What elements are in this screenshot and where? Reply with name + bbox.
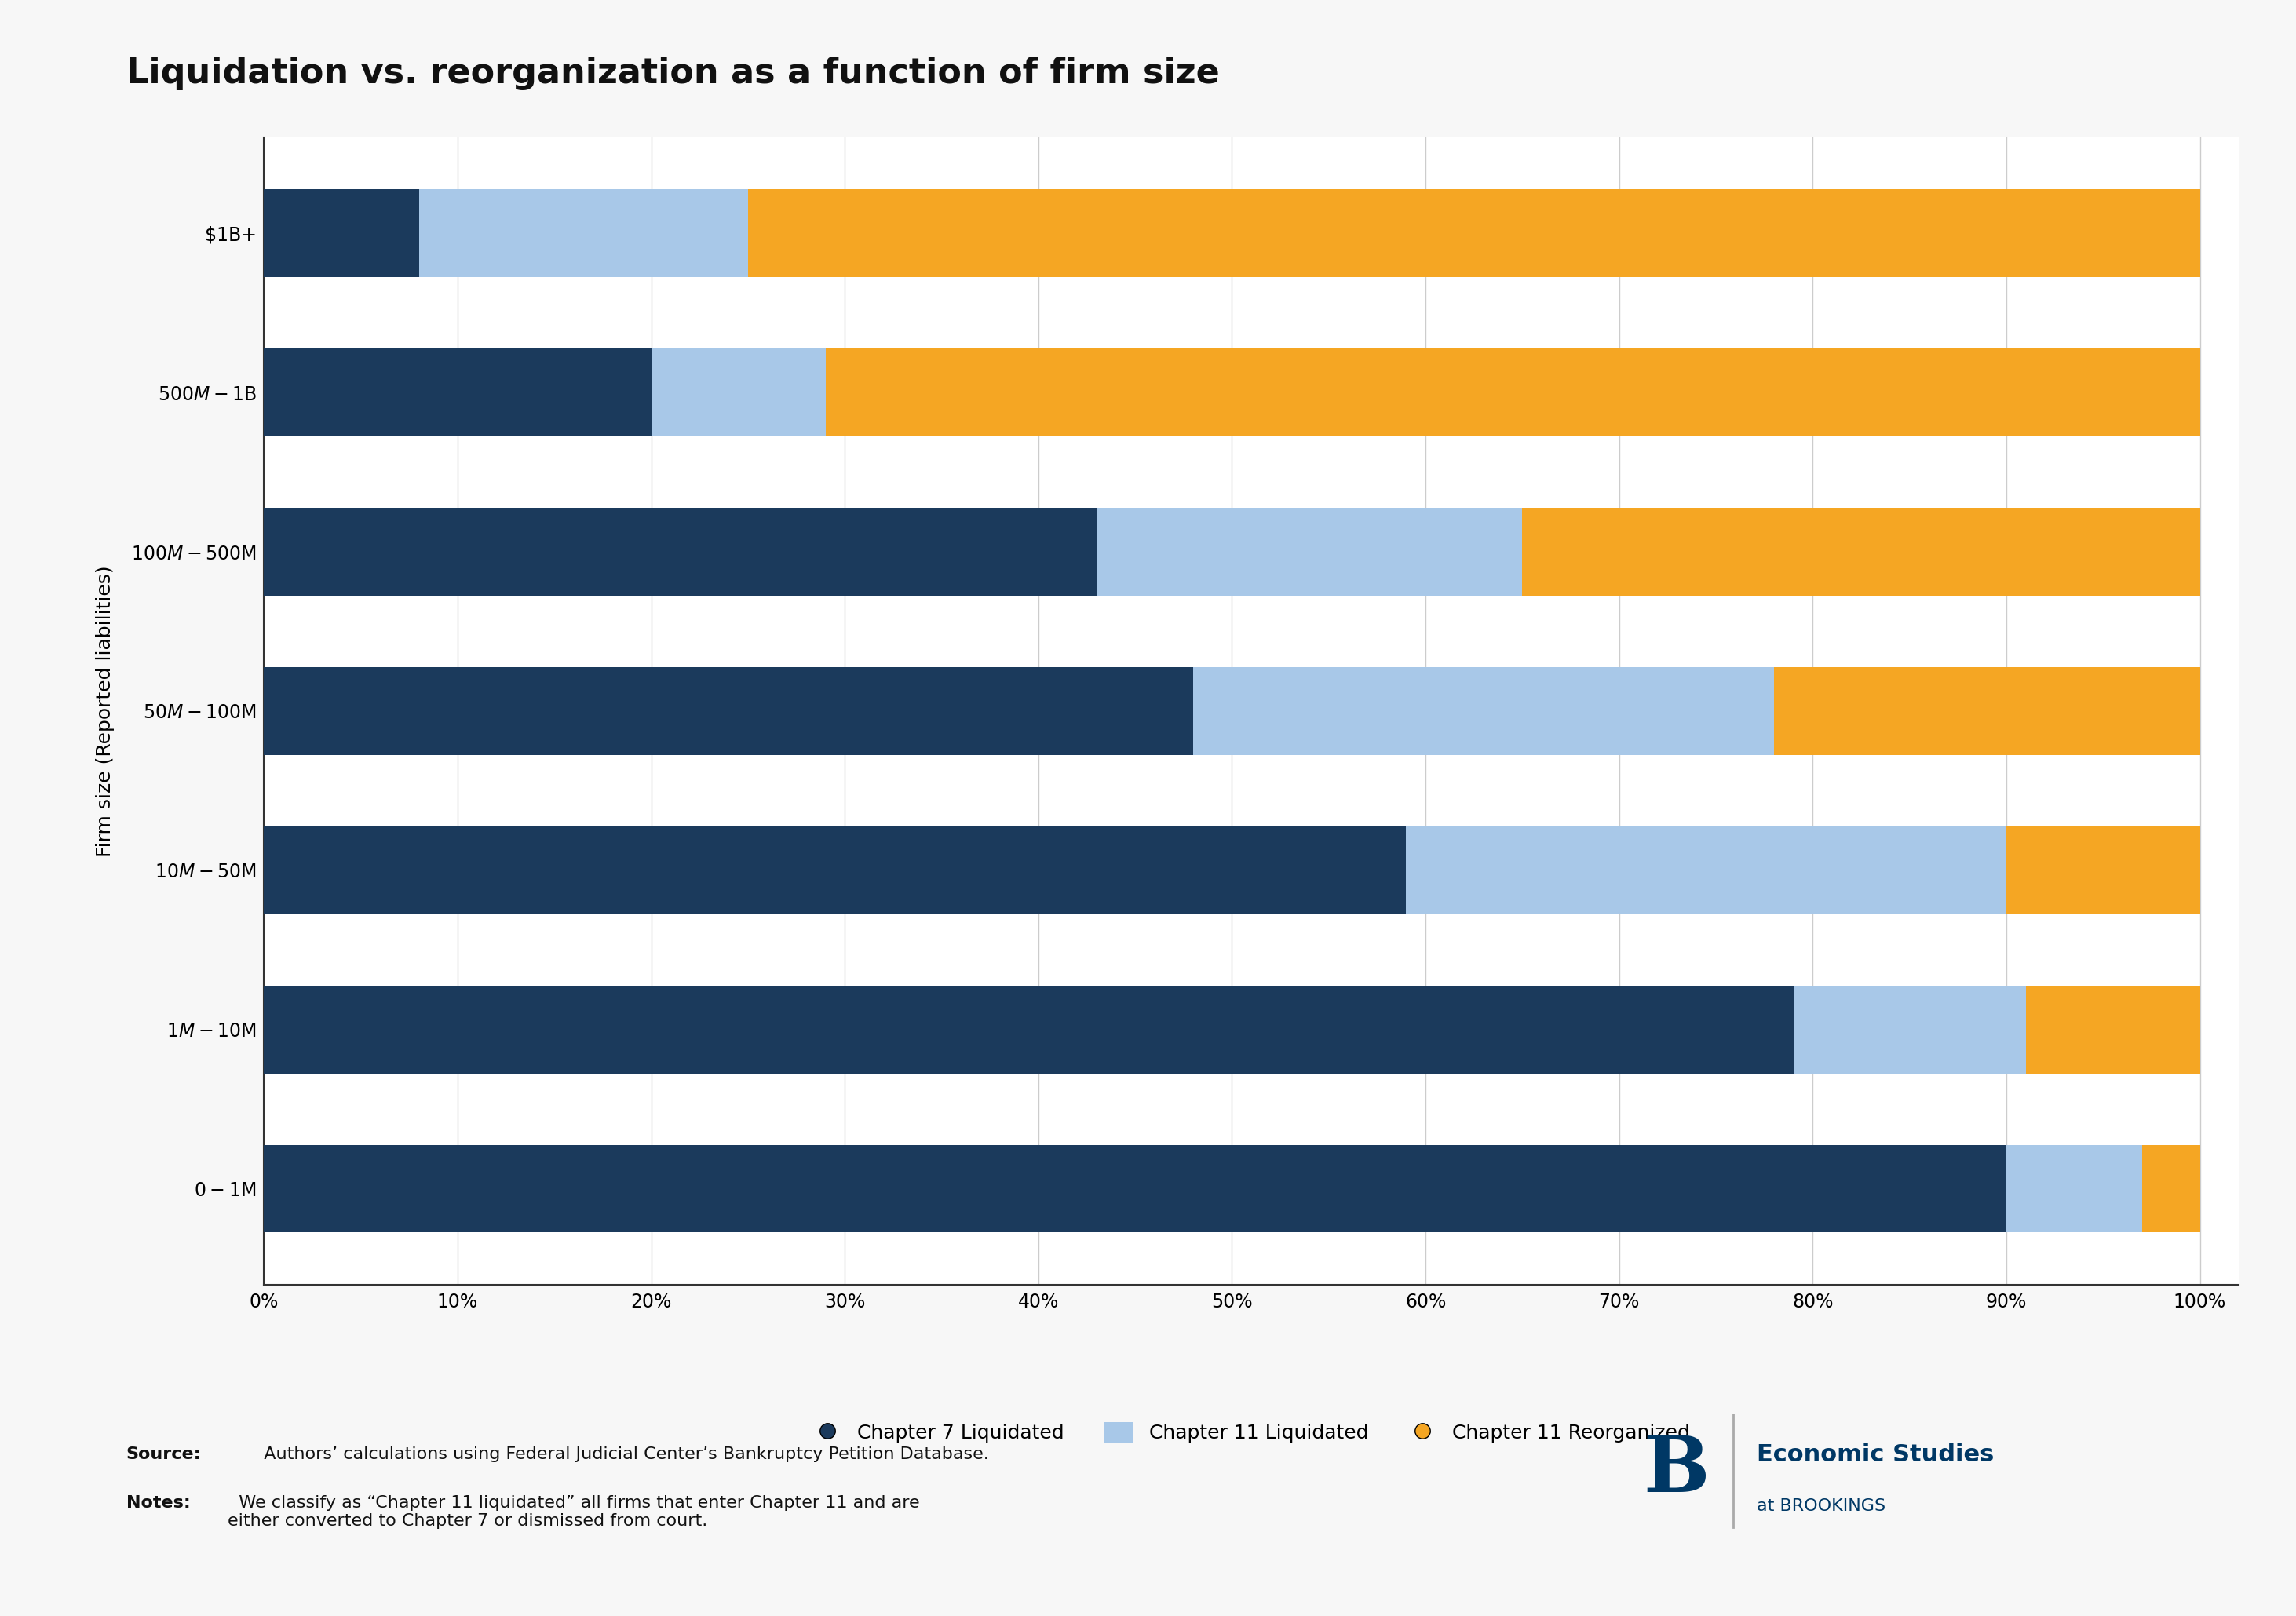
Bar (652, 349, 827, 436)
Bar (264, 189, 418, 276)
Bar (1405, 826, 2007, 915)
Text: Economic Studies: Economic Studies (1756, 1443, 1993, 1466)
Y-axis label: Firm size (Reported liabilities): Firm size (Reported liabilities) (96, 566, 115, 856)
Bar (2142, 1146, 2200, 1233)
Bar (264, 349, 652, 436)
Bar (748, 189, 2200, 276)
Bar (827, 349, 2200, 436)
Bar (1775, 667, 2200, 755)
Bar (264, 507, 1097, 596)
Bar (1793, 986, 2025, 1073)
Text: Authors’ calculations using Federal Judicial Center’s Bankruptcy Petition Databa: Authors’ calculations using Federal Judi… (253, 1446, 990, 1462)
Bar (264, 667, 1194, 755)
Bar (1522, 507, 2200, 596)
Text: B: B (1644, 1432, 1708, 1509)
Bar (2025, 986, 2200, 1073)
Text: Notes:: Notes: (126, 1495, 191, 1511)
Text: Source:: Source: (126, 1446, 202, 1462)
Bar (418, 189, 748, 276)
Bar (2007, 826, 2200, 915)
Legend: Chapter 7 Liquidated, Chapter 11 Liquidated, Chapter 11 Reorganized: Chapter 7 Liquidated, Chapter 11 Liquida… (804, 1412, 1699, 1453)
Bar (264, 986, 1793, 1073)
Bar (1194, 667, 1775, 755)
Bar (264, 826, 1405, 915)
Bar (2007, 1146, 2142, 1233)
Text: We classify as “Chapter 11 liquidated” all firms that enter Chapter 11 and are
e: We classify as “Chapter 11 liquidated” a… (227, 1495, 918, 1529)
Bar (1097, 507, 1522, 596)
Text: Liquidation vs. reorganization as a function of firm size: Liquidation vs. reorganization as a func… (126, 57, 1219, 90)
Bar (264, 1146, 2007, 1233)
Text: at BROOKINGS: at BROOKINGS (1756, 1498, 1885, 1514)
